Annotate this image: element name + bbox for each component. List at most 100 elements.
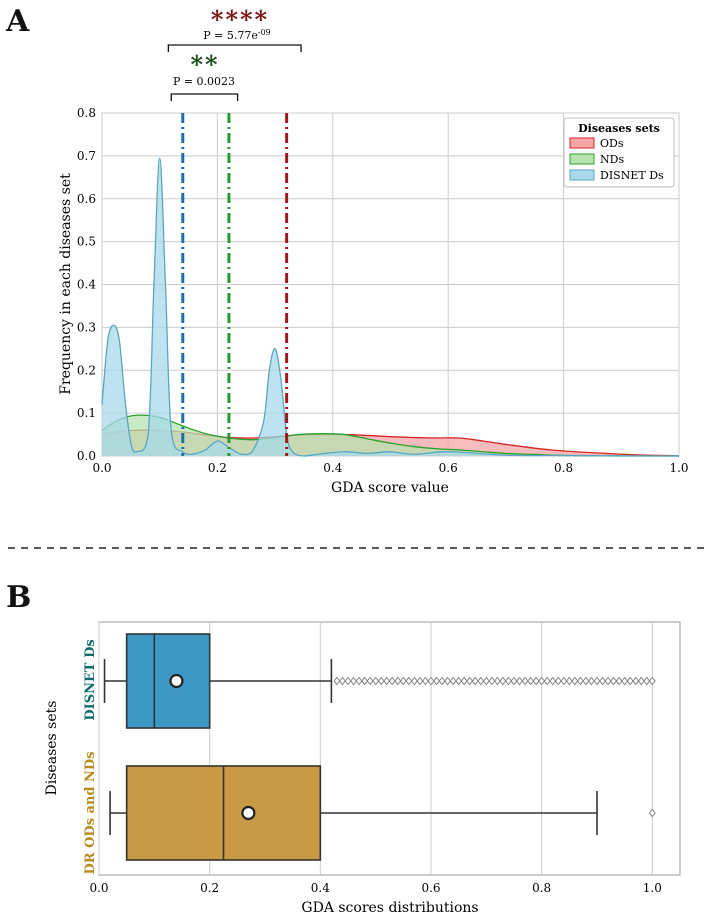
outlier-disnet [643,676,651,686]
outlier-disnet [350,676,357,686]
p-value-ods: P = 5.77e-09 [203,28,271,42]
outlier-disnet [460,676,468,686]
outlier-disnet [610,676,617,686]
panel-a-x-tick-label: 0.4 [323,461,342,475]
outlier-disnet [388,676,396,686]
panel-b-x-ticks: 0.0 0.2 0.4 0.6 0.8 1.0 [89,881,661,895]
outlier-disnet [355,676,363,686]
outlier-disnet [560,676,568,686]
outlier-disnet [411,676,418,686]
panel-b-x-tick-label: 0.6 [421,881,440,895]
panel-a-x-tick-label: 0.6 [439,461,458,475]
significance-bracket-ods: **** P = 5.77e-09 [167,5,302,52]
outlier-disnet [366,676,374,686]
outlier-disnet [372,676,380,686]
outlier-disnet [488,676,496,686]
legend-label-ods: ODs [600,137,624,150]
outlier-disnet [505,676,512,686]
mean-marker-disnet [169,673,184,689]
panel-a-y-tick-label: 0.1 [77,406,96,420]
stars-nds: ** [190,50,219,79]
outlier-disnet [521,676,529,686]
panel-b-x-tick-label: 0.2 [200,881,219,895]
outlier-disnet [543,676,551,686]
legend-title: Diseases sets [578,122,660,135]
density-area-disnet [102,158,679,457]
panel-a-y-tick-label: 0.3 [77,320,96,334]
panel-a-y-tick-label: 0.5 [77,235,96,249]
outlier-disnet [582,676,590,686]
outlier-disnet [516,676,523,686]
outlier-disnet [632,676,640,686]
significance-bracket-nds: ** P = 0.0023 [170,50,239,101]
panel-b-x-axis-label: GDA scores distributions [301,900,478,916]
outlier-disnet [433,676,440,686]
bracket-ods-line [167,44,302,52]
outlier-disnet [471,676,479,686]
panel-a-letter: A [6,4,30,39]
panel-b-x-tick-label: 0.0 [89,881,108,895]
panel-a-y-ticks: 0.0 0.1 0.2 0.3 0.4 0.5 0.6 0.7 0.8 [77,106,96,463]
panel-a-x-tick-label: 1.0 [669,461,688,475]
panel-a-y-tick-label: 0.2 [77,363,96,377]
panel-a-y-axis-label: Frequency in each diseases set [58,173,74,395]
outlier-disnet [599,676,606,686]
density-line-nds [101,414,679,457]
mean-marker-ordnd [241,805,256,821]
panel-b-y-axis-label: Diseases sets [44,701,60,796]
panel-b-letter: B [6,580,32,615]
outlier-disnet [405,676,413,686]
outlier-disnet [621,676,629,686]
category-label-ordnd: DR ODs and NDs [83,751,98,874]
outlier-disnet [604,676,612,686]
panel-a-legend: Diseases sets ODs NDs DISNET Ds [563,117,675,188]
outlier-disnet [565,676,573,686]
panel-b-x-tick-label: 1.0 [643,881,662,895]
outlier-disnet [455,676,463,686]
panel-a-x-tick-label: 0.2 [208,461,227,475]
panel-b-chart: 0.0 0.2 0.4 0.6 0.8 1.0 GDA scores distributi… [44,621,681,916]
outlier-disnet [449,676,457,686]
outlier-disnet [482,676,490,686]
panel-b-boxes [103,633,656,861]
panel-a-y-tick-label: 0.6 [77,192,96,206]
outlier-disnet [532,676,540,686]
panel-b-x-tick-label: 0.8 [532,881,551,895]
bracket-nds-line [170,93,239,101]
outlier-disnet [549,676,557,686]
outlier-disnet [527,676,534,686]
outlier-disnet [394,676,402,686]
category-label-disnet: DISNET Ds [83,639,98,720]
outlier-disnet [510,676,518,686]
panel-a-x-tick-label: 0.8 [554,461,573,475]
outlier-disnet [383,676,391,686]
outlier-disnet [588,676,595,686]
outlier-ordnd [648,808,656,818]
panel-a-y-tick-label: 0.7 [77,149,96,163]
panel-a-y-tick-label: 0.4 [77,278,96,292]
outlier-disnet [593,676,601,686]
outlier-disnet [648,676,656,686]
legend-swatch-nds [569,153,595,165]
outlier-disnet [339,676,346,686]
legend-swatch-disnet [569,169,595,181]
outlier-disnet [427,676,435,686]
outlier-disnet [499,676,507,686]
legend-swatch-ods [569,137,595,149]
outlier-disnet [577,676,584,686]
outlier-disnet [399,676,407,686]
outlier-disnet [416,676,424,686]
outlier-disnet [444,676,451,686]
panel-a-x-ticks: 0.0 0.2 0.4 0.6 0.8 1.0 [92,461,688,475]
legend-label-nds: NDs [600,153,624,166]
outlier-disnet [477,676,485,686]
panel-a-y-tick-label: 0.8 [77,106,96,120]
panel-a-chart: 0.0 0.2 0.4 0.6 0.8 1.0 0.0 0.1 0.2 0.3 0.4 0.5 0.6… [58,5,689,496]
panel-a-y-tick-label: 0.0 [77,449,96,463]
outlier-disnet [554,676,562,686]
stars-ods: **** [211,5,269,34]
outlier-disnet [422,676,429,686]
outlier-disnet [615,676,623,686]
outlier-disnet [626,676,634,686]
